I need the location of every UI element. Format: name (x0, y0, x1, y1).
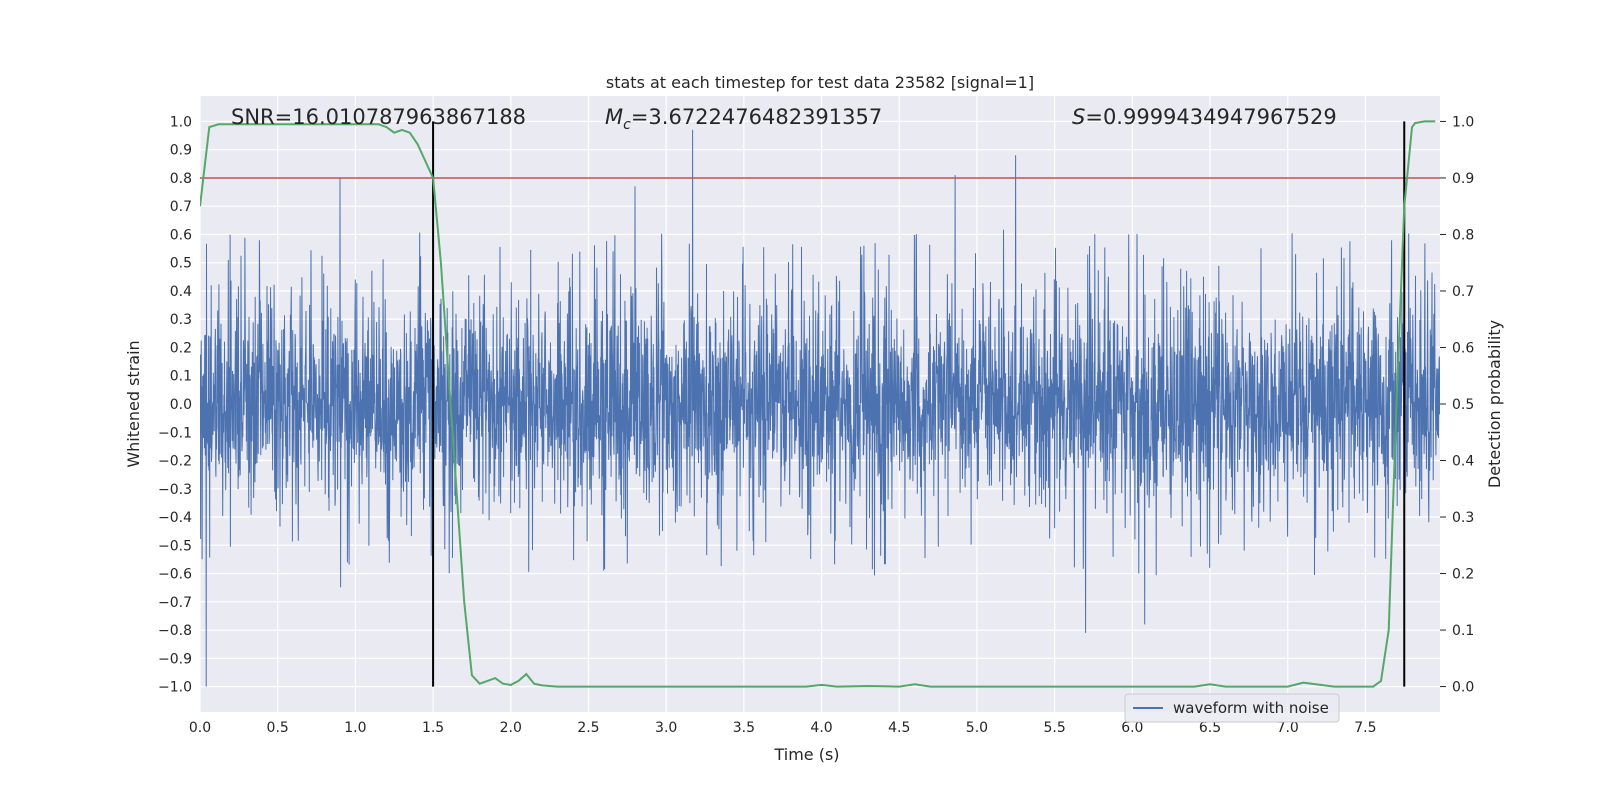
legend-label: waveform with noise (1173, 699, 1329, 717)
y-tick-label: −1.0 (158, 680, 192, 696)
x-tick-label: 3.0 (655, 720, 677, 736)
y2-tick-label: 0.0 (1452, 680, 1474, 696)
x-tick-label: 1.0 (344, 720, 366, 736)
legend: waveform with noise (1124, 693, 1340, 723)
snr-annotation: SNR=16.010787963867188 (231, 105, 526, 129)
s-annotation: S=0.9999434947967529 (1072, 105, 1337, 129)
x-tick-label: 5.0 (966, 720, 988, 736)
x-tick-label: 4.0 (810, 720, 832, 736)
x-tick-label: 0.5 (267, 720, 289, 736)
y-tick-label: 0.0 (170, 397, 192, 413)
y2-axis-label: Detection probability (1485, 320, 1504, 488)
y2-tick-label: 0.9 (1452, 171, 1474, 187)
y-tick-label: 0.9 (170, 143, 192, 159)
x-tick-label: 2.0 (500, 720, 522, 736)
y2-tick-label: 0.6 (1452, 340, 1474, 356)
x-tick-label: 6.0 (1121, 720, 1143, 736)
y-tick-label: 0.1 (170, 369, 192, 385)
x-tick-label: 7.0 (1277, 720, 1299, 736)
legend-box (1124, 693, 1340, 723)
y2-tick-label: 0.8 (1452, 227, 1474, 243)
x-axis-label: Time (s) (773, 745, 839, 764)
waveform-noise-series (200, 129, 1440, 687)
x-tick-label: 2.5 (577, 720, 599, 736)
x-tick-label: 1.5 (422, 720, 444, 736)
y-axis-ticks: 1.0 0.9 0.8 0.7 0.6 0.5 0.4 0.3 0.2 0.1 0.0 −0.1 −0.… (158, 114, 192, 695)
chart-title: stats at each timestep for test data 235… (606, 73, 1034, 92)
y-axis-label: Whitened strain (124, 340, 143, 467)
x-tick-label: 6.5 (1199, 720, 1221, 736)
y-tick-label: 0.5 (170, 256, 192, 272)
chirp-mass-annotation: Mc=3.6722476482391357 (605, 105, 882, 133)
y2-tick-label: 0.1 (1452, 623, 1474, 639)
y-tick-label: −0.5 (158, 538, 192, 554)
y-tick-label: −0.4 (158, 510, 192, 526)
y-tick-label: 0.8 (170, 171, 192, 187)
chirp-mass-subscript: c (623, 117, 631, 133)
x-tick-label: 0.0 (189, 720, 211, 736)
x-tick-label: 3.5 (733, 720, 755, 736)
y2-tick-label: 0.4 (1452, 454, 1474, 470)
s-value: =0.9999434947967529 (1085, 105, 1336, 129)
x-tick-label: 5.5 (1044, 720, 1066, 736)
y-tick-label: 0.3 (170, 312, 192, 328)
y-tick-label: 0.4 (170, 284, 192, 300)
y-tick-label: 0.2 (170, 340, 192, 356)
y-tick-label: −0.2 (158, 454, 192, 470)
x-axis-ticks: 0.0 0.5 1.0 1.5 2.0 2.5 3.0 3.5 4.0 4.5 5.0 5.5 6.0 6… (189, 720, 1377, 736)
y-tick-label: −0.6 (158, 567, 192, 583)
y2-tick-label: 0.7 (1452, 284, 1474, 300)
y2-tick-label: 0.2 (1452, 567, 1474, 583)
y-tick-label: 0.7 (170, 199, 192, 215)
y2-tick-label: 1.0 (1452, 114, 1474, 130)
y-tick-label: −0.3 (158, 482, 192, 498)
x-tick-label: 4.5 (888, 720, 910, 736)
chirp-mass-value: =3.6722476482391357 (631, 105, 882, 129)
y-tick-label: −0.8 (158, 623, 192, 639)
y2-tick-label: 0.3 (1452, 510, 1474, 526)
y-tick-label: 0.6 (170, 227, 192, 243)
y2-axis-ticks: 1.0 0.9 0.8 0.7 0.6 0.5 0.4 0.3 0.2 0.1 0.0 (1440, 114, 1474, 696)
y-tick-label: 1.0 (170, 114, 192, 130)
y2-tick-label: 0.5 (1452, 397, 1474, 413)
y-tick-label: −0.1 (158, 425, 192, 441)
x-tick-label: 7.5 (1354, 720, 1376, 736)
chirp-mass-symbol: M (605, 105, 623, 129)
y-tick-label: −0.9 (158, 651, 192, 667)
detection-probability-series (200, 120, 1436, 688)
y-tick-label: −0.7 (158, 595, 192, 611)
s-symbol: S (1072, 105, 1085, 129)
